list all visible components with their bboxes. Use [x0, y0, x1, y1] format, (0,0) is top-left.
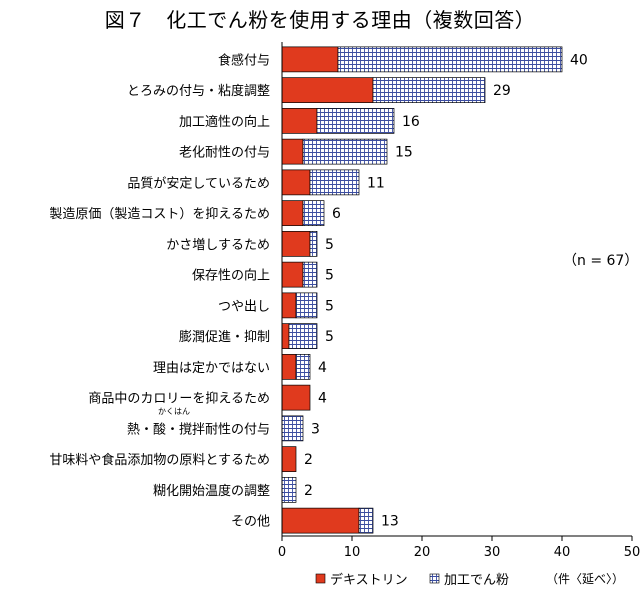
bar-modified-starch: [302, 261, 318, 288]
category-label: 食感付与: [218, 52, 270, 68]
x-tick-label: 40: [554, 545, 571, 560]
bar-dextrin: [281, 384, 311, 411]
legend-label-dextrin: デキストリン: [330, 572, 408, 588]
category-label: 理由は定かではない: [153, 361, 270, 376]
bar-modified-starch: [295, 292, 318, 319]
bar-dextrin: [281, 108, 318, 134]
category-label: 膨潤促進・抑制: [179, 330, 270, 345]
bar-value-label: 5: [325, 329, 334, 345]
bar-value-label: 2: [304, 483, 313, 499]
bar-modified-starch: [302, 138, 388, 165]
bar-modified-starch: [295, 354, 311, 380]
bar-dextrin: [281, 323, 290, 349]
category-label: 製造原価（製造コスト）を抑えるため: [49, 207, 270, 222]
bar-dextrin: [281, 354, 297, 380]
category-label: とろみの付与・粘度調整: [127, 83, 270, 99]
category-label: 甘味料や食品添加物の原料とするため: [49, 452, 270, 468]
chart-title: 図７ 化工でん粉を使用する理由（複数回答）: [104, 8, 536, 32]
bar-modified-starch: [316, 108, 395, 134]
category-label: つや出し: [218, 299, 270, 314]
bar-dextrin: [281, 138, 304, 165]
bar-dextrin: [281, 46, 339, 73]
bar-value-label: 40: [570, 52, 588, 68]
ruby-annotation: かくはん: [158, 407, 190, 416]
bar-dextrin: [281, 169, 311, 196]
category-label: 糊化開始温度の調整: [153, 483, 270, 499]
bar-dextrin: [281, 507, 360, 534]
category-label: かさ増しするため: [166, 238, 270, 253]
bar-dextrin: [281, 77, 374, 103]
category-label: その他: [231, 515, 270, 530]
bar-value-label: 13: [381, 514, 399, 530]
bar-modified-starch: [309, 231, 318, 257]
legend-swatch-modified-starch: [429, 573, 440, 584]
unit-note: （件〈延べ〉）: [546, 572, 625, 586]
bar-value-label: 15: [395, 145, 413, 161]
category-label: 保存性の向上: [192, 268, 270, 284]
bar-value-label: 3: [311, 421, 320, 437]
x-tick-label: 30: [484, 545, 501, 560]
bar-value-label: 4: [318, 360, 327, 376]
category-label: 加工適性の向上: [179, 114, 270, 130]
sample-size-note: （n = 67）: [563, 253, 639, 269]
bar-modified-starch: [337, 46, 563, 73]
category-label: 品質が安定しているため: [127, 176, 270, 191]
bars-group: 食感付与 40 とろみの付与・粘度調整 29 加工適性の向上 16 老化耐性の付与 15 品質が…: [49, 46, 588, 534]
axes-group: 0 10 20 30 40 50: [278, 42, 640, 560]
legend-label-modified-starch: 加工でん粉: [444, 573, 509, 588]
legend-swatch-dextrin: [315, 573, 326, 584]
bar-value-label: 6: [332, 206, 341, 222]
bar-modified-starch: [372, 77, 486, 103]
bar-value-label: 4: [318, 391, 327, 407]
bar-modified-starch: [309, 169, 360, 196]
bar-modified-starch: [288, 323, 318, 349]
bar-modified-starch: [358, 507, 374, 534]
bar-dextrin: [281, 292, 297, 319]
bar-value-label: 2: [304, 452, 313, 468]
bar-value-label: 5: [325, 298, 334, 314]
x-tick-label: 0: [278, 545, 286, 560]
bar-value-label: 11: [367, 175, 385, 191]
bar-value-label: 5: [325, 268, 334, 284]
legend: デキストリン 加工でん粉: [315, 572, 509, 588]
category-label: 商品中のカロリーを抑えるため: [88, 392, 270, 407]
bar-value-label: 29: [493, 83, 511, 99]
bar-dextrin: [281, 200, 304, 226]
bar-dextrin: [281, 261, 304, 288]
bar-dextrin: [281, 446, 297, 472]
x-tick-label: 50: [624, 545, 640, 560]
bar-modified-starch: [281, 477, 297, 503]
x-tick-label: 20: [414, 545, 431, 560]
category-label: 熱・酸・撹拌耐性の付与: [127, 422, 270, 437]
bar-value-label: 5: [325, 237, 334, 253]
bar-modified-starch: [281, 415, 304, 442]
bar-dextrin: [281, 231, 311, 257]
bar-value-label: 16: [402, 114, 420, 130]
category-label: 老化耐性の付与: [179, 146, 270, 161]
x-tick-label: 10: [344, 545, 361, 560]
bar-modified-starch: [302, 200, 325, 226]
